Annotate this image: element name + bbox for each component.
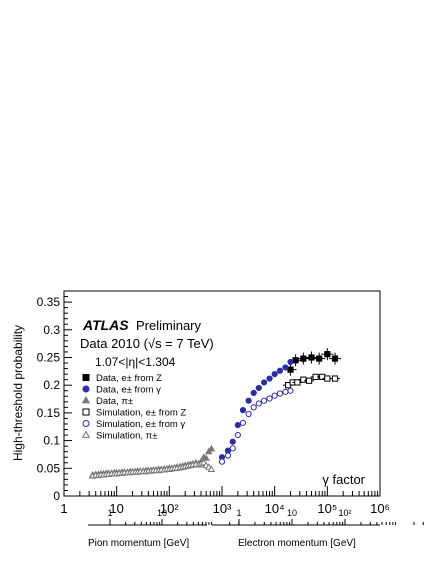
- legend-marker: [82, 420, 90, 427]
- data-point: [250, 404, 257, 411]
- legend-marker: [82, 385, 90, 393]
- y-tick-label: 0.2: [43, 378, 60, 392]
- legend-label: Data, π±: [96, 396, 133, 407]
- data-point: [218, 458, 226, 465]
- data-point: [294, 379, 301, 386]
- y-tick-label: 0.25: [37, 350, 61, 364]
- y-tick-label: 0.05: [37, 461, 61, 475]
- legend-label: Data, e± from γ: [96, 385, 161, 396]
- preliminary-label: Preliminary: [136, 318, 202, 333]
- data-point: [305, 377, 313, 384]
- data-point: [266, 395, 273, 402]
- data-point: [260, 379, 268, 386]
- legend-marker: [81, 396, 91, 404]
- data-point: [287, 366, 294, 373]
- y-tick-label: 0.3: [43, 323, 60, 337]
- legend-label: Simulation, e± from Z: [96, 408, 186, 419]
- x-tick-label: 10: [109, 501, 123, 516]
- data-point: [224, 452, 232, 459]
- data-point: [229, 445, 236, 452]
- x-tick-label: 10⁵: [317, 501, 337, 516]
- atlas-label: ATLAS: [82, 317, 129, 333]
- data-point: [324, 375, 331, 382]
- x-tick-label: 10³: [213, 501, 232, 516]
- data-point: [250, 389, 257, 397]
- data-point: [300, 376, 307, 383]
- data-point: [245, 397, 252, 404]
- y-axis-label: High-threshold probability: [11, 325, 25, 461]
- x-tick-label: 1: [60, 501, 67, 516]
- electron-axis-tick-label: 10: [287, 508, 297, 518]
- data-point: [229, 438, 236, 445]
- electron-axis-tick-label: 1: [236, 508, 241, 518]
- data-point: [234, 421, 241, 429]
- eta-range-label: 1.07<|η|<1.304: [95, 355, 176, 369]
- legend-label: Simulation, e± from γ: [96, 419, 185, 430]
- data-point: [276, 367, 284, 374]
- data-point: [245, 410, 252, 418]
- data-point: [331, 375, 339, 382]
- data-point: [202, 454, 210, 461]
- data-point: [324, 351, 331, 358]
- x-axis-ticks: 1 10 10² 10³ 10⁴ 10⁵ 10⁶: [60, 486, 390, 516]
- data-point: [271, 371, 278, 378]
- data-point: [287, 387, 294, 394]
- y-axis-ticks: 0 0.05 0.1 0.15 0.2 0.25 0.3 0.35: [37, 290, 72, 503]
- electron-axis-tick-label: 10²: [338, 508, 351, 518]
- momentum-axes: 1 10 1 10 10²: [88, 508, 424, 526]
- data-point: [260, 397, 268, 404]
- y-tick-label: 0: [53, 489, 60, 503]
- x-axis-label: γ factor: [322, 472, 365, 487]
- data-point: [331, 355, 339, 362]
- data-point: [207, 444, 216, 452]
- legend-label: Simulation, π±: [96, 431, 157, 442]
- data-point: [276, 390, 284, 397]
- data-point: [234, 431, 241, 439]
- data-point: [266, 375, 273, 382]
- data-point: [282, 364, 289, 371]
- data-point: [255, 384, 262, 392]
- legend-marker: [82, 408, 90, 416]
- pion-axis-tick-label: 10: [157, 508, 167, 518]
- x-tick-label: 10²: [160, 501, 179, 516]
- data-point: [287, 358, 294, 366]
- legend-label: Data, e± from Z: [96, 373, 162, 384]
- data-point: [255, 400, 262, 407]
- dataset-label: Data 2010 (√s = 7 TeV): [80, 336, 214, 351]
- data-point: [239, 407, 247, 414]
- y-tick-label: 0.15: [37, 406, 61, 420]
- data-points: [88, 348, 342, 479]
- data-point: [308, 354, 315, 361]
- legend-marker: [82, 374, 90, 381]
- data-point: [300, 355, 307, 362]
- data-point: [282, 388, 289, 395]
- data-point: [239, 419, 247, 426]
- electron-momentum-axis-label: Electron momentum [GeV]: [238, 538, 356, 549]
- pion-axis-tick-label: 1: [107, 508, 112, 518]
- x-tick-label: 10⁶: [370, 501, 390, 516]
- data-point: [271, 392, 278, 399]
- data-point: [316, 355, 323, 362]
- x-tick-label: 10⁴: [265, 501, 285, 516]
- data-point: [207, 465, 216, 472]
- y-tick-label: 0.1: [43, 434, 60, 448]
- pion-momentum-axis-label: Pion momentum [GeV]: [88, 538, 189, 549]
- legend-marker: [81, 430, 91, 438]
- y-tick-label: 0.35: [37, 295, 61, 309]
